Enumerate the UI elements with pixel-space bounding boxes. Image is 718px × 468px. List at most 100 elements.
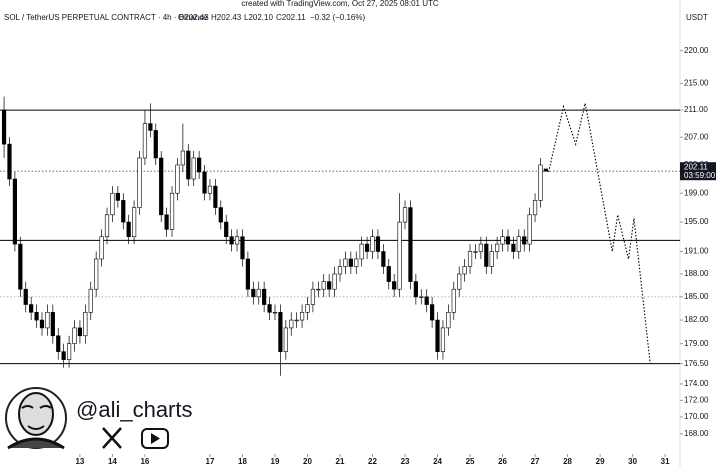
price-box-value: 202.11 [684,162,708,171]
y-tick-label: 211.00 [684,105,708,114]
x-tick-label: 13 [75,457,84,466]
candle-body [39,319,45,329]
x-tick-label: 25 [466,457,475,466]
candle-body [56,335,61,352]
x-tick-label: 20 [303,457,312,466]
candle-body [402,207,408,223]
candle-body [462,266,467,275]
candle-body [77,327,83,337]
candle-body [104,214,110,238]
x-tick-label: 16 [140,457,149,466]
candle-body [207,185,213,194]
candle-body [522,236,527,245]
watermark-handle: @ali_charts [76,397,193,422]
candle-body [359,243,364,260]
legend-low: L202.10 [244,13,273,22]
y-tick-label: 220.00 [684,46,709,55]
candle-body [218,207,223,223]
x-tick-label: 17 [206,457,215,466]
candle-body [186,150,191,180]
candle-body [424,296,429,305]
candle-body [94,258,99,290]
candle-body [316,288,321,291]
candle-body [478,243,483,252]
candle-body [234,236,240,245]
candle-body [446,311,451,329]
y-tick-label: 188.00 [684,269,709,278]
candle-body [1,109,7,145]
candle-body [381,251,386,267]
candle-body [337,266,343,275]
candle-body [164,214,169,230]
candle-body [321,281,326,290]
candle-body [262,288,267,305]
candle-body [364,243,370,252]
x-tick-label: 29 [596,457,605,466]
y-tick-label: 191.00 [684,247,709,256]
x-tick-label: 28 [563,457,572,466]
candle-body [532,200,538,216]
y-tick-label: 170.00 [684,412,709,421]
candle-body [451,288,456,313]
x-tick-label: 24 [433,457,442,466]
y-tick-label: 185.00 [684,292,709,301]
avatar-features [21,405,52,430]
y-tick-label: 195.00 [684,217,709,226]
candle-body [370,236,375,252]
candle-body [467,251,473,267]
candle-body [224,221,229,238]
candle-body [310,288,316,305]
legend-change: −0.32 (−0.16%) [310,13,365,22]
candle-body [34,311,39,321]
x-icon [102,427,122,449]
x-tick-label: 18 [238,457,247,466]
candle-body [505,236,511,245]
x-tick-label: 31 [661,457,670,466]
candle-body [419,296,424,298]
candle-body [202,171,207,194]
candle-body [61,351,66,360]
candle-body [121,200,126,223]
x-tick-label: 23 [401,457,410,466]
y-tick-label: 207.00 [684,132,709,141]
credit: created with TradingView.com, Oct 27, 20… [241,0,439,8]
projection-path [548,103,651,364]
candle-body [500,236,505,245]
youtube-icon [141,428,169,449]
x-tick-label: 19 [271,457,280,466]
candle-body [299,311,305,321]
candle-body [511,243,516,252]
candle-body [489,251,494,267]
candle-body [169,192,175,230]
candle-body [283,327,288,352]
candle-body [278,311,283,352]
x-tick-label: 26 [498,457,507,466]
legend-high: H202.43 [211,13,242,22]
price-box [680,162,716,181]
candle-body [397,221,402,290]
candle-body [229,236,234,245]
candle-body [413,281,418,298]
candle-body [142,123,148,159]
candle-body [473,251,478,253]
candle-body [516,236,521,252]
candle-body [430,304,435,321]
candle-body [153,130,158,159]
candle-body [213,185,218,208]
candle-body [180,150,185,166]
candle-body [251,288,256,298]
price-box-countdown: 03:59:00 [684,171,716,180]
candle-body [538,164,543,201]
candle-body [543,168,548,172]
avatar-body [7,437,65,450]
candle-body [66,343,72,360]
candle-body [72,327,77,344]
candle-body [175,164,180,194]
candle-body [386,266,391,282]
candle-body [305,304,310,313]
candle-body [527,214,532,245]
candle-body [50,311,55,337]
y-tick-label: 215.00 [684,78,709,87]
